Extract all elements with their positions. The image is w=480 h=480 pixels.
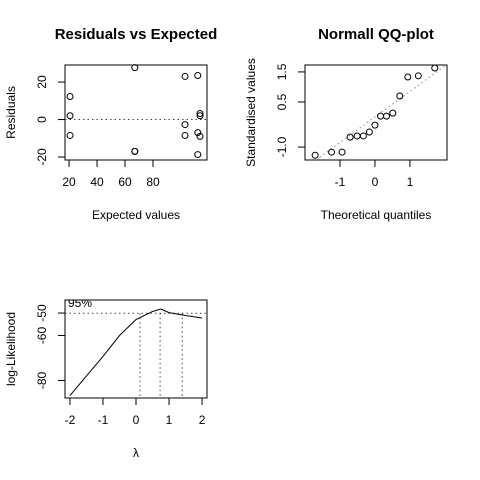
y-tick-label: -50 xyxy=(35,304,49,322)
point xyxy=(131,147,139,155)
panel-title: Normall QQ-plot xyxy=(318,26,434,43)
point xyxy=(66,131,74,139)
panel: Residuals vs Expected Expected values Resi… xyxy=(4,26,217,222)
point xyxy=(196,110,204,118)
point xyxy=(359,132,367,140)
y-axis-label: Standardised values xyxy=(244,58,258,167)
x-tick-label: 1 xyxy=(407,175,414,189)
x-axis-label: Theoretical quantiles xyxy=(321,208,432,222)
x-tick-label: 40 xyxy=(90,175,104,189)
point xyxy=(131,64,139,72)
x-tick-label: -1 xyxy=(98,413,109,427)
point xyxy=(338,148,346,156)
point xyxy=(196,132,204,140)
plot-box xyxy=(64,299,208,399)
point xyxy=(194,71,202,79)
point xyxy=(311,151,319,159)
y-tick-label: 0.5 xyxy=(275,93,289,110)
point xyxy=(181,121,189,129)
point xyxy=(66,112,74,120)
x-tick-label: 60 xyxy=(118,175,132,189)
plot-box xyxy=(304,64,448,161)
point xyxy=(377,112,385,120)
point xyxy=(66,92,74,100)
x-tick-label: 0 xyxy=(133,413,140,427)
qq-line xyxy=(315,64,447,161)
y-tick-label: 0 xyxy=(35,116,49,123)
x-axis-label: Expected values xyxy=(92,208,180,222)
point xyxy=(404,73,412,81)
y-tick-label: -80 xyxy=(35,371,49,389)
x-tick-label: 1 xyxy=(166,413,173,427)
x-tick-label: 20 xyxy=(62,175,76,189)
point xyxy=(194,129,202,137)
y-tick-label: -20 xyxy=(35,148,49,166)
point xyxy=(382,112,390,120)
annotation: 95% xyxy=(68,296,92,310)
point xyxy=(181,131,189,139)
point xyxy=(431,64,439,72)
point xyxy=(414,72,422,80)
x-tick-label: 0 xyxy=(372,175,379,189)
point xyxy=(389,109,397,117)
point xyxy=(353,132,361,140)
x-tick-label: 2 xyxy=(199,413,206,427)
x-tick-label: -2 xyxy=(65,413,76,427)
point xyxy=(328,148,336,156)
point xyxy=(181,72,189,80)
y-axis-label: log-Likelihood xyxy=(4,312,18,386)
y-tick-label: 20 xyxy=(35,75,49,89)
y-tick-label: -1.0 xyxy=(275,136,289,157)
panel-title: Residuals vs Expected xyxy=(55,26,218,43)
y-tick-label: -60 xyxy=(35,327,49,345)
y-axis-label: Residuals xyxy=(4,86,18,139)
x-tick-label: 80 xyxy=(146,175,160,189)
point xyxy=(196,112,204,120)
point xyxy=(346,133,354,141)
likelihood-curve xyxy=(69,308,203,396)
panel: Normall QQ-plot Theoretical quantiles Stan… xyxy=(244,26,448,222)
y-tick-label: 1.5 xyxy=(275,63,289,80)
point xyxy=(194,151,202,159)
point xyxy=(365,128,373,136)
panel: λ log-Likelihood -2 -1 0 1 2 -80 -60 -50 95% xyxy=(4,296,208,460)
point xyxy=(396,92,404,100)
x-axis-label: λ xyxy=(133,446,139,460)
x-tick-label: -1 xyxy=(335,175,346,189)
point xyxy=(371,121,379,129)
